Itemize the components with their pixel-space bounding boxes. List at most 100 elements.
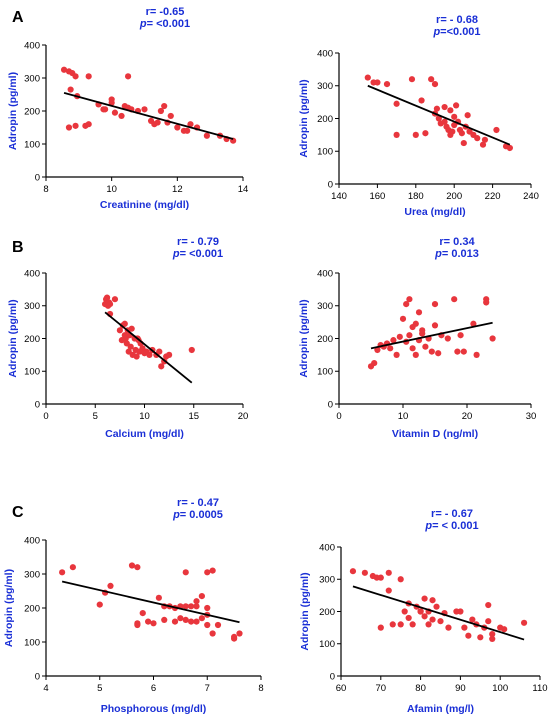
data-point [156, 348, 163, 355]
panel-label-b: B [12, 239, 24, 256]
data-point [445, 624, 452, 631]
data-point [441, 103, 448, 111]
data-point [425, 621, 432, 628]
data-point [477, 634, 484, 641]
data-point [451, 113, 458, 120]
data-point [133, 353, 140, 360]
y-tick-label: 200 [24, 603, 40, 614]
y-tick-label: 0 [328, 399, 333, 410]
data-point [65, 124, 73, 131]
correlation-r: r= - 0.79 [177, 236, 219, 248]
scatter-plot-4: r= 0.34p= 0.013 0 100 200 300 400 0 10 20 30 Vitam… [298, 236, 536, 440]
data-point [124, 73, 132, 80]
data-point [85, 73, 92, 80]
data-point [422, 343, 429, 350]
x-tick-label: 20 [462, 411, 473, 422]
p-value: p= < 0.001 [424, 520, 478, 532]
data-point [447, 107, 454, 114]
y-tick-label: 100 [24, 637, 40, 648]
y-tick-label: 300 [24, 73, 40, 84]
x-tick-label: 7 [205, 683, 210, 694]
y-tick-label: 100 [317, 147, 333, 158]
data-point [128, 325, 135, 332]
y-tick-label: 400 [317, 48, 333, 59]
data-point [460, 348, 467, 355]
data-point [397, 621, 404, 628]
data-point [465, 632, 472, 639]
data-point [377, 574, 384, 581]
correlation-r: r= - 0.68 [436, 14, 478, 26]
x-tick-label: 180 [408, 191, 424, 202]
data-point [204, 569, 211, 576]
data-point [72, 122, 79, 129]
data-point [121, 320, 128, 327]
x-tick-label: 10 [106, 184, 117, 195]
regression-line [367, 84, 511, 146]
x-tick-label: 5 [97, 683, 102, 694]
data-point [188, 603, 195, 610]
data-point [193, 603, 200, 610]
y-tick-label: 100 [319, 639, 335, 650]
x-tick-label: 8 [258, 683, 263, 694]
y-tick-label: 400 [24, 40, 40, 51]
data-point [188, 618, 195, 625]
data-point [166, 351, 173, 358]
data-point [406, 332, 413, 339]
data-point [209, 567, 216, 574]
p-value: p= 0.0005 [172, 509, 223, 521]
regression-line [352, 585, 525, 641]
data-point [412, 131, 419, 138]
data-point [158, 363, 165, 370]
data-point [387, 345, 394, 352]
y-tick-label: 0 [35, 399, 40, 410]
data-point [506, 144, 513, 152]
data-point [489, 630, 496, 638]
data-point [116, 327, 123, 334]
data-point [361, 569, 368, 576]
data-point [193, 598, 200, 605]
data-point [431, 301, 439, 308]
data-point [418, 97, 425, 104]
y-axis-label: Adropin (pg/ml) [299, 572, 311, 650]
data-point [231, 635, 238, 642]
data-point [103, 294, 111, 301]
x-axis-label: Vitamin D (ng/ml) [392, 428, 478, 440]
x-tick-label: 90 [455, 683, 466, 694]
x-tick-label: 12 [172, 184, 183, 195]
y-tick-label: 200 [24, 334, 40, 345]
regression-line [61, 580, 240, 624]
data-point [449, 128, 456, 135]
data-point [107, 582, 114, 590]
data-point [469, 616, 476, 623]
data-point [154, 119, 161, 126]
data-point [161, 102, 168, 110]
data-point [67, 86, 74, 93]
data-point [141, 106, 148, 113]
y-tick-label: 400 [317, 268, 333, 279]
y-tick-label: 300 [317, 301, 333, 312]
y-tick-label: 300 [319, 575, 335, 586]
x-tick-label: 0 [43, 411, 48, 422]
data-point [182, 569, 189, 576]
data-point [461, 624, 468, 631]
data-point [393, 100, 400, 107]
data-point [470, 320, 477, 327]
data-point [421, 595, 428, 602]
x-tick-label: 6 [151, 683, 156, 694]
y-tick-label: 300 [24, 301, 40, 312]
scatter-plot-3: r= - 0.79p= <0.001 0 100 200 300 400 0 5 10 15 20 C… [7, 236, 248, 440]
x-axis-label: Afamin (mg/l) [407, 703, 474, 715]
data-point [406, 296, 413, 303]
y-tick-label: 400 [319, 542, 335, 553]
correlation-r: r= - 0.47 [177, 497, 219, 509]
data-point [453, 102, 460, 109]
y-tick-label: 200 [319, 607, 335, 618]
data-point [435, 115, 442, 122]
data-point [479, 141, 487, 148]
data-point [171, 618, 179, 625]
data-point [96, 601, 103, 608]
data-point [198, 593, 205, 600]
data-point [422, 130, 429, 137]
data-point [393, 351, 400, 358]
data-point [457, 332, 464, 339]
